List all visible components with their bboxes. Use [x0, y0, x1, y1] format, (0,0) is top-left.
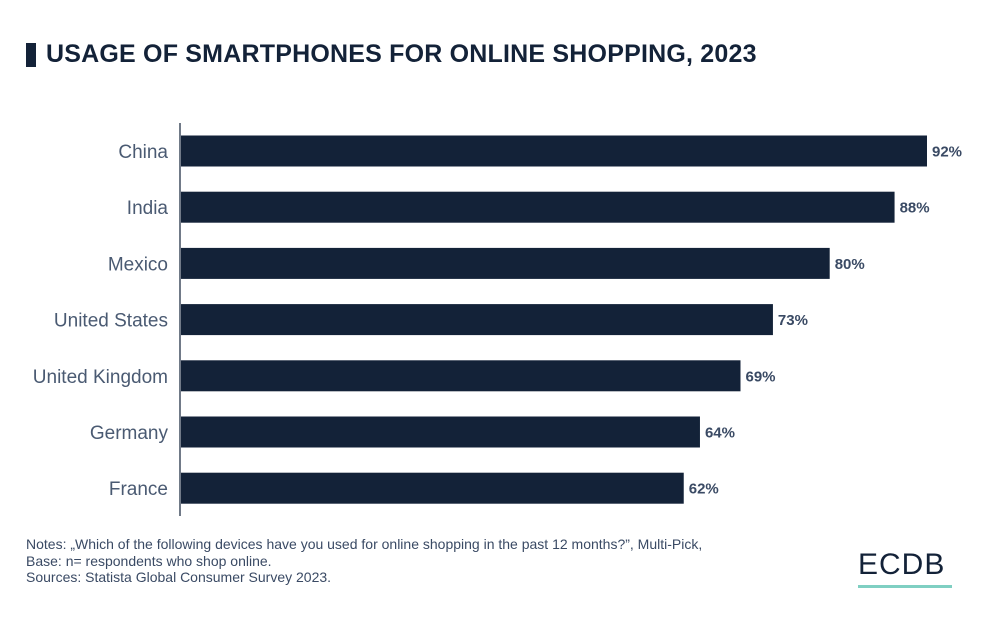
category-label: India: [127, 198, 169, 219]
category-label: China: [118, 142, 168, 163]
notes: Notes: „Which of the following devices h…: [26, 536, 702, 586]
notes-line-2: Base: n= respondents who shop online.: [26, 552, 272, 569]
value-label: 80%: [835, 256, 865, 273]
value-label: 62%: [689, 481, 719, 498]
title-marker: [26, 42, 36, 67]
bar-india: [181, 191, 895, 223]
logo-underline: [858, 585, 952, 588]
bar-france: [181, 472, 684, 504]
sources-line: Sources: Statista Global Consumer Survey…: [26, 569, 332, 585]
bar-mexico: [181, 247, 830, 279]
category-label: United Kingdom: [33, 367, 168, 388]
category-label: Germany: [90, 423, 169, 444]
ecdb-logo: ECDB: [858, 550, 954, 588]
logo-text: ECDB: [858, 548, 946, 581]
value-label: 92%: [932, 144, 962, 161]
category-label: United States: [54, 311, 168, 332]
value-label: 64%: [705, 425, 735, 442]
category-label: France: [109, 479, 168, 500]
bar-united-kingdom: [181, 360, 741, 392]
category-label: Mexico: [108, 254, 168, 275]
chart-title: USAGE OF SMARTPHONES FOR ONLINE SHOPPING…: [46, 40, 757, 68]
bar-united-states: [181, 304, 773, 336]
bar-germany: [181, 416, 700, 448]
notes-line-1: Notes: „Which of the following devices h…: [26, 536, 703, 552]
value-label: 69%: [746, 368, 776, 385]
bar-china: [181, 135, 927, 167]
value-label: 88%: [900, 200, 930, 217]
value-label: 73%: [778, 312, 808, 329]
chart-title-group: USAGE OF SMARTPHONES FOR ONLINE SHOPPING…: [26, 40, 757, 69]
